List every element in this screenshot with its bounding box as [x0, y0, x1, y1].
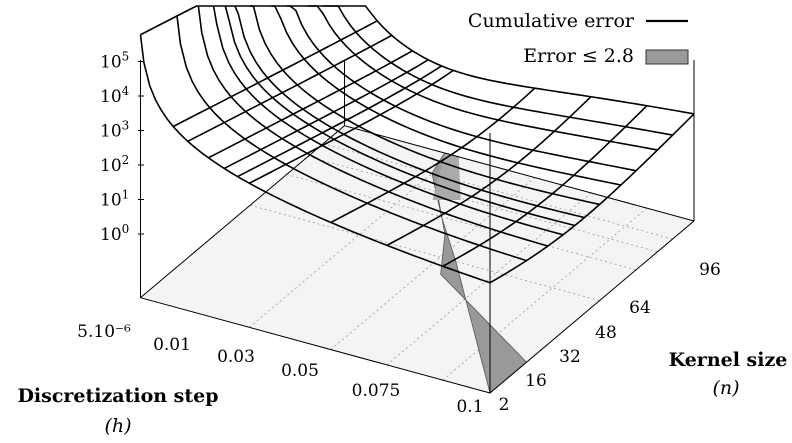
- x-tick-label: 0.1: [456, 397, 483, 417]
- y-tick-label: 2: [499, 395, 510, 415]
- surface-line-n: [250, 5, 600, 206]
- y-axis-ticks: 2 16 32 48 64 96: [499, 260, 721, 415]
- y-tick-label: 64: [629, 298, 651, 318]
- floor-grid-n: [323, 143, 673, 240]
- z-tick-label: 103: [100, 119, 129, 142]
- z-tick-label: 105: [100, 50, 129, 73]
- x-axis-title: Discretization step: [17, 385, 218, 407]
- y-axis-title: Kernel size: [669, 349, 788, 371]
- surface-line-n: [139, 34, 491, 284]
- surface-line-h: [208, 50, 413, 159]
- floor-grid-n: [249, 204, 600, 301]
- frame-floor-edge: [489, 220, 695, 394]
- x-tick-label: 0.075: [352, 381, 401, 401]
- surface-line-n: [234, 5, 585, 219]
- x-tick-label: 5.10⁻⁶: [77, 322, 131, 342]
- surface-line-h: [140, 5, 345, 36]
- x-tick-label: 0.01: [153, 335, 191, 355]
- surface-line-n: [224, 5, 576, 227]
- z-tick-label: 102: [100, 153, 129, 176]
- legend: Cumulative error Error ≤ 2.8: [468, 10, 689, 67]
- y-tick-label: 48: [595, 323, 617, 343]
- y-tick-label: 16: [525, 371, 547, 391]
- box-frame: [139, 60, 695, 394]
- surface-line-n: [307, 5, 658, 151]
- cumulative-error-surface: [139, 5, 695, 284]
- legend-label-error-region: Error ≤ 2.8: [523, 45, 634, 67]
- surface-line-h: [237, 65, 442, 178]
- surface-line-h: [248, 69, 454, 184]
- surface-line-h: [172, 20, 378, 128]
- y-tick-label: 32: [559, 347, 581, 367]
- surface-line-n: [286, 5, 637, 172]
- surface-line-h: [330, 87, 536, 224]
- z-tick-label: 104: [100, 84, 130, 107]
- surface-line-h: [223, 59, 429, 170]
- frame-floor-edge: [140, 297, 491, 394]
- y-axis-symbol: (n): [712, 377, 739, 399]
- surface-line-n: [271, 5, 622, 186]
- floor-grid-n: [307, 156, 658, 253]
- surface-line-n: [176, 15, 527, 262]
- surface-line-h: [187, 34, 393, 143]
- surface-line-n: [197, 5, 549, 247]
- floor-fill: [140, 125, 694, 393]
- frame-floor-edge: [344, 125, 695, 222]
- error-region-wall: [432, 152, 461, 200]
- surface-line-h: [489, 113, 695, 284]
- legend-label-cumulative-error: Cumulative error: [468, 10, 635, 32]
- surface-line-h: [442, 105, 648, 267]
- z-tick-label: 100: [100, 222, 129, 245]
- y-tick-label: 96: [699, 260, 721, 280]
- surface-line-n: [344, 5, 695, 115]
- x-tick-label: 0.05: [281, 361, 319, 381]
- floor-grid-n: [286, 174, 637, 271]
- x-tick-label: 0.03: [217, 347, 255, 367]
- legend-swatch-region: [645, 49, 689, 65]
- surface-line-n: [323, 5, 673, 136]
- z-tick-label: 101: [100, 188, 129, 211]
- x-axis-ticks: 5.10⁻⁶ 0.01 0.03 0.05 0.075 0.1: [77, 322, 483, 417]
- z-axis-ticks: 100 101 102 103 104 105: [100, 50, 144, 245]
- surface-line-h: [386, 96, 592, 247]
- x-axis-symbol: (h): [104, 415, 131, 437]
- surface-line-n: [212, 5, 564, 236]
